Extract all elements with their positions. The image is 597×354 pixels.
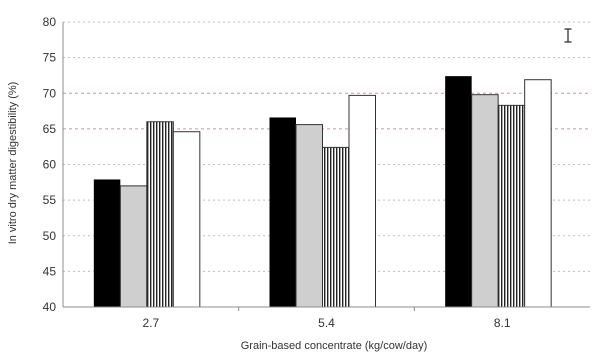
bar-solid-black: [445, 76, 472, 308]
bar-light-gray: [471, 94, 499, 308]
bar-white: [172, 131, 201, 308]
x-tick-label: 8.1: [494, 316, 511, 330]
y-tick-label: 45: [43, 264, 57, 278]
bar-solid-black: [93, 179, 121, 307]
y-tick-label: 65: [43, 122, 57, 136]
bar-light-gray: [295, 124, 323, 308]
x-tick-label: 2.7: [142, 316, 159, 330]
y-tick-label: 50: [43, 229, 57, 243]
y-tick-label: 75: [43, 51, 57, 65]
bar-white: [524, 79, 552, 308]
bar-light-gray: [119, 185, 148, 308]
y-tick-label: 40: [43, 300, 57, 314]
bar-white: [348, 94, 376, 308]
bar-vertical-stripes: [322, 146, 350, 308]
bar-vertical-stripes: [146, 121, 174, 308]
bar-solid-black: [269, 117, 296, 307]
x-tick-label: 5.4: [318, 316, 335, 330]
y-tick-label: 60: [43, 158, 57, 172]
x-axis-label: Grain-based concentrate (kg/cow/day): [241, 340, 427, 352]
bar-vertical-stripes: [497, 104, 526, 308]
y-axis-ticks: 40 45 50 55 60 65 70 75 80: [43, 15, 57, 314]
y-tick-label: 80: [43, 15, 57, 29]
bars: [93, 76, 552, 308]
error-bar-marker: [564, 28, 572, 43]
y-axis-label: In vitro dry matter digestibility (%): [7, 82, 19, 245]
y-tick-label: 70: [43, 86, 57, 100]
y-tick-label: 55: [43, 193, 57, 207]
axes: [62, 22, 590, 311]
x-axis-ticks: 2.7 5.4 8.1: [142, 316, 510, 330]
